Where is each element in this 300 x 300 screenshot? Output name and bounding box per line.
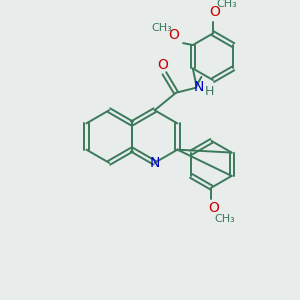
Text: O: O: [168, 28, 179, 42]
Text: O: O: [157, 58, 168, 73]
Text: H: H: [204, 85, 214, 98]
Text: CH₃: CH₃: [216, 0, 237, 9]
Text: N: N: [193, 80, 204, 94]
Text: O: O: [208, 201, 219, 215]
Text: CH₃: CH₃: [151, 22, 172, 32]
Text: CH₃: CH₃: [215, 214, 236, 224]
Text: O: O: [209, 5, 220, 19]
Text: N: N: [149, 156, 160, 170]
